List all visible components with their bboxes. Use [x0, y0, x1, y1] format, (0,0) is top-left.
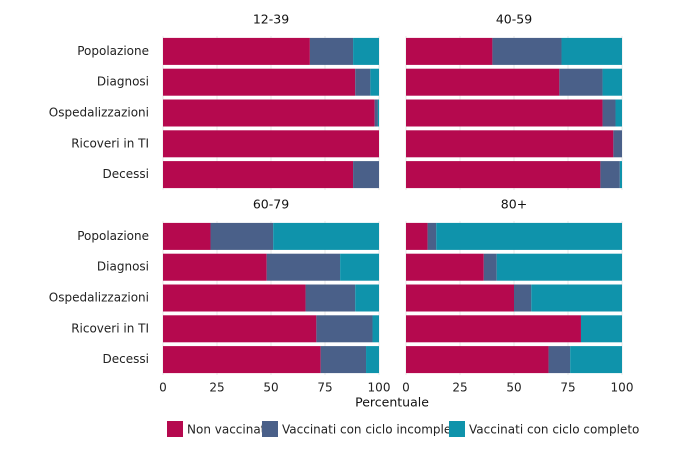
legend-swatch [262, 421, 278, 437]
bar-segment [305, 284, 356, 312]
x-tick-label: 75 [317, 381, 332, 395]
y-tick-label: Diagnosi [97, 75, 149, 89]
bar-segment [163, 253, 267, 281]
legend-label: Vaccinati con ciclo completo [469, 423, 639, 437]
bar-segment [273, 222, 379, 250]
bar-segment [406, 130, 614, 158]
bar-segment [602, 99, 616, 127]
x-tick-label: 0 [159, 381, 167, 395]
bar-segment [366, 346, 379, 374]
bar-segment [406, 284, 514, 312]
bar-segment [316, 315, 373, 343]
y-tick-label: Popolazione [77, 229, 149, 243]
bar-segment [163, 346, 321, 374]
bar-segment [531, 284, 622, 312]
bar-segment [163, 222, 211, 250]
legend-label: Non vaccinati [187, 423, 269, 437]
bar-segment [210, 222, 274, 250]
bar-segment [406, 68, 560, 96]
bar-segment [320, 346, 367, 374]
y-tick-label: Decessi [103, 352, 149, 366]
bar-segment [355, 68, 371, 96]
bar-segment [492, 37, 562, 65]
bar-segment [602, 68, 622, 96]
bar-segment [580, 315, 622, 343]
y-tick-label: Ricoveri in TI [71, 136, 149, 150]
bar-segment [483, 253, 497, 281]
bar-segment [496, 253, 622, 281]
bar-segment [600, 161, 620, 189]
bar-segment [436, 222, 622, 250]
bar-segment [427, 222, 437, 250]
facet-title: 12-39 [253, 12, 289, 27]
x-tick-label: 25 [452, 381, 467, 395]
x-tick-label: 0 [402, 381, 410, 395]
x-axis-label: Percentuale [355, 395, 429, 410]
facet-title: 40-59 [496, 12, 532, 27]
legend-swatch [449, 421, 465, 437]
bar-segment [309, 37, 354, 65]
bar-segment [374, 99, 378, 127]
bar-segment [372, 315, 379, 343]
bar-segment [406, 346, 549, 374]
bar-segment [340, 253, 379, 281]
y-tick-label: Ospedalizzazioni [49, 106, 149, 120]
bar-segment [406, 161, 601, 189]
bar-segment [615, 99, 622, 127]
bar-segment [163, 68, 356, 96]
y-tick-label: Diagnosi [97, 260, 149, 274]
x-tick-label: 100 [368, 381, 391, 395]
bar-segment [163, 130, 379, 158]
bar-segment [406, 222, 428, 250]
bar-segment [163, 37, 310, 65]
facet-title: 60-79 [253, 197, 289, 212]
bar-segment [406, 253, 484, 281]
bar-segment [613, 130, 622, 158]
y-tick-label: Decessi [103, 167, 149, 181]
bar-segment [377, 99, 379, 127]
bar-segment [163, 99, 375, 127]
bar-segment [559, 68, 603, 96]
bar-segment [266, 253, 341, 281]
x-tick-label: 100 [611, 381, 634, 395]
bar-segment [406, 37, 493, 65]
y-tick-label: Ricoveri in TI [71, 321, 149, 335]
bar-segment [619, 161, 622, 189]
bar-segment [561, 37, 622, 65]
bar-segment [370, 68, 379, 96]
bar-segment [353, 37, 379, 65]
x-tick-label: 25 [209, 381, 224, 395]
bar-segment [163, 315, 317, 343]
bar-segment [163, 161, 354, 189]
bar-segment [548, 346, 571, 374]
bar-segment [406, 315, 581, 343]
x-tick-label: 75 [560, 381, 575, 395]
bar-segment [570, 346, 622, 374]
facet-title: 80+ [501, 197, 527, 212]
x-tick-label: 50 [506, 381, 521, 395]
bar-segment [514, 284, 532, 312]
y-tick-label: Popolazione [77, 44, 149, 58]
bar-segment [353, 161, 379, 189]
legend-label: Vaccinati con ciclo incompleto [282, 423, 463, 437]
legend-swatch [167, 421, 183, 437]
bar-segment [406, 99, 603, 127]
bar-segment [163, 284, 306, 312]
y-tick-label: Ospedalizzazioni [49, 291, 149, 305]
bar-segment [355, 284, 379, 312]
x-tick-label: 50 [263, 381, 278, 395]
